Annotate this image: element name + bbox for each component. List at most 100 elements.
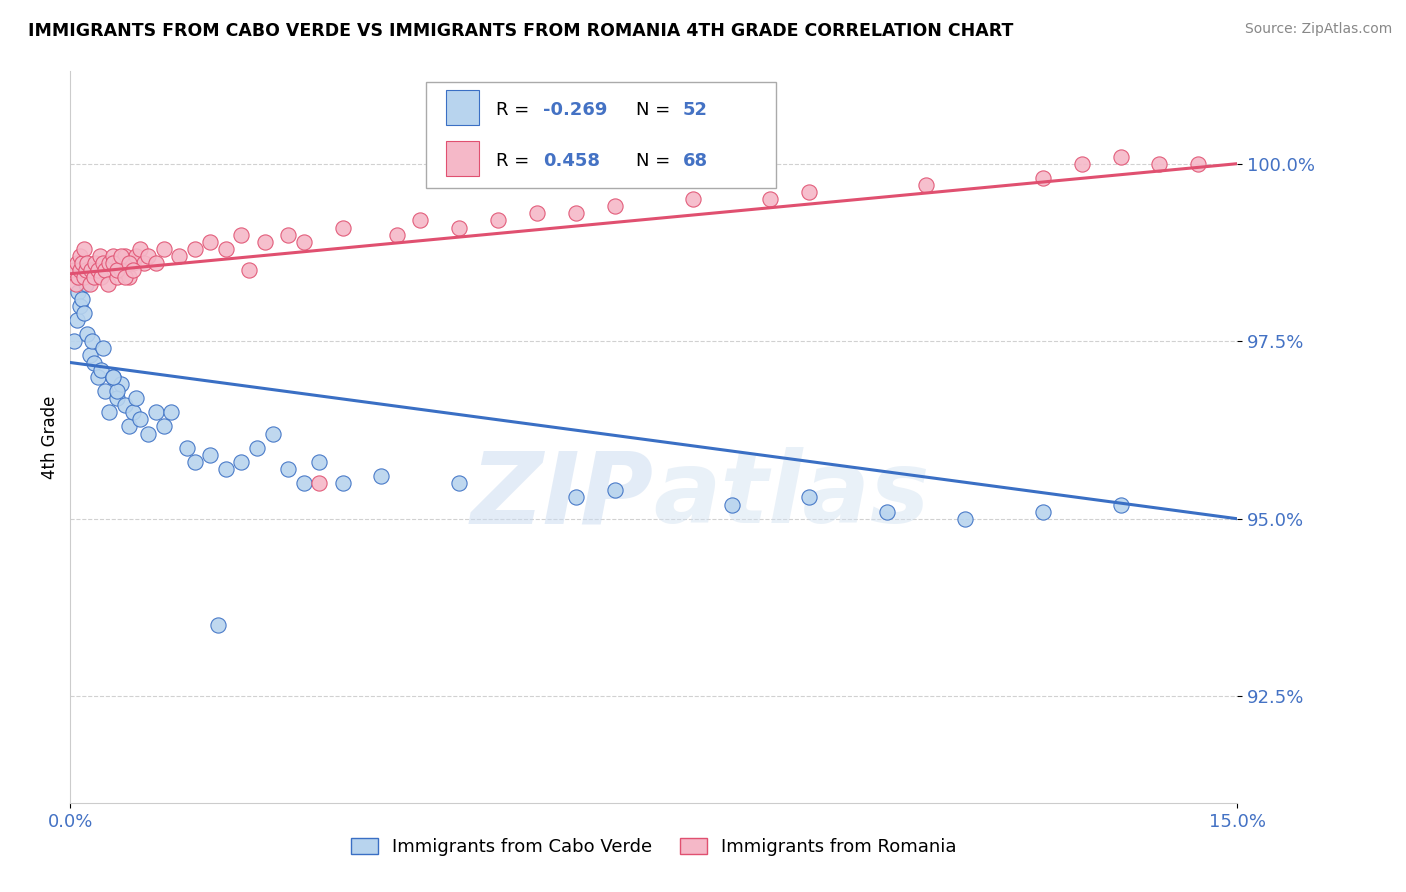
Point [145,405,167,419]
Point [69,263,91,277]
Point [1070,156,1092,170]
Point [107,256,129,270]
Point [176,441,198,455]
Point [76,256,98,270]
Point [97,277,120,292]
Point [94,263,117,277]
Point [200,448,222,462]
Point [215,242,238,256]
Text: R =: R = [496,101,530,120]
Text: R =: R = [496,152,530,169]
Point [121,256,143,270]
Point [136,249,159,263]
Point [308,455,330,469]
Point [603,199,626,213]
Point [70,256,93,270]
Point [72,242,94,256]
Point [105,263,128,277]
Point [110,263,132,277]
Point [75,263,97,277]
Point [84,256,107,270]
Point [73,270,96,285]
Text: -0.269: -0.269 [543,101,607,120]
Point [449,476,471,491]
Point [565,206,588,220]
FancyBboxPatch shape [446,141,479,176]
Point [105,384,128,398]
Point [67,285,90,299]
Point [114,249,136,263]
Text: N =: N = [637,152,671,169]
Point [118,256,141,270]
Point [145,256,167,270]
Point [121,263,143,277]
Point [332,476,354,491]
Point [101,369,124,384]
Point [231,227,253,242]
Point [1187,156,1209,170]
Point [1032,170,1054,185]
Point [370,469,392,483]
Point [129,242,152,256]
Point [91,256,114,270]
Point [720,498,742,512]
Point [67,270,90,285]
Point [118,270,141,285]
Point [76,327,98,342]
Point [91,341,114,355]
Point [65,313,87,327]
Point [110,376,132,391]
Point [75,277,97,292]
FancyBboxPatch shape [426,82,776,188]
Text: N =: N = [637,101,671,120]
Point [215,462,238,476]
Point [89,249,111,263]
Point [121,405,143,419]
Point [152,419,174,434]
Point [332,220,354,235]
Point [277,462,299,476]
Point [184,455,207,469]
Point [65,277,87,292]
Point [759,192,782,206]
Text: Source: ZipAtlas.com: Source: ZipAtlas.com [1244,22,1392,37]
Point [486,213,509,227]
Point [98,405,121,419]
Point [160,405,183,419]
Point [86,263,108,277]
Text: 68: 68 [683,152,709,169]
Point [83,355,105,369]
Point [105,270,128,285]
Point [98,256,121,270]
Point [69,299,91,313]
Y-axis label: 4th Grade: 4th Grade [41,395,59,479]
Point [70,292,93,306]
Point [1109,498,1132,512]
Text: atlas: atlas [654,447,931,544]
Point [152,242,174,256]
Point [207,618,229,632]
Point [63,334,86,349]
Point [876,505,898,519]
Point [73,306,96,320]
Point [449,220,471,235]
Point [90,270,112,285]
Point [114,270,136,285]
Point [184,242,207,256]
Point [1149,156,1171,170]
Point [136,426,159,441]
Point [101,249,124,263]
Point [69,249,91,263]
Point [603,483,626,498]
Point [114,398,136,412]
Point [90,362,112,376]
Point [134,256,156,270]
Point [277,227,299,242]
Point [79,277,101,292]
Text: 52: 52 [683,101,709,120]
Text: 0.458: 0.458 [543,152,600,169]
Point [953,512,976,526]
Point [915,178,938,192]
Point [63,263,86,277]
Point [94,384,117,398]
